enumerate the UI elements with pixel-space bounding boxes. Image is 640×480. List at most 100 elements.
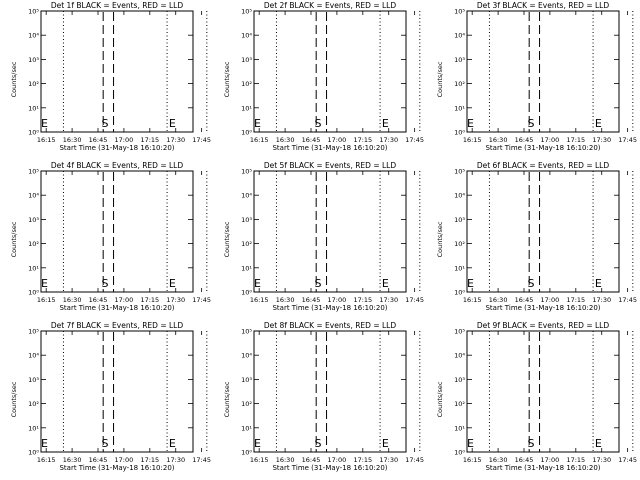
- marker-e: E: [169, 277, 176, 290]
- x-tick-label: 16:45: [89, 456, 108, 464]
- y-tick-label: 10⁰: [454, 449, 465, 457]
- detector-panel-5: Det 5f BLACK = Events, RED = LLD 16:15 16:…: [223, 161, 424, 312]
- y-tick-label: 10³: [454, 56, 465, 64]
- x-tick-label: 17:00: [115, 296, 134, 304]
- plot-frame: [253, 170, 407, 293]
- x-tick-label: 17:45: [405, 136, 424, 144]
- detector-panel-1: Det 1f BLACK = Events, RED = LLD 16:15 16:…: [10, 1, 211, 152]
- x-tick-label: 17:15: [353, 456, 372, 464]
- marker-s: S: [314, 117, 321, 130]
- y-tick-label: 10²: [241, 240, 252, 248]
- y-tick-label: 10³: [241, 56, 252, 64]
- marker-e: E: [595, 117, 602, 130]
- x-tick-label: 16:45: [515, 456, 534, 464]
- x-axis-label: Start Time (31-May-18 16:10:20): [272, 304, 387, 312]
- y-axis-label: Counts/sec: [10, 381, 18, 417]
- x-tick-label: 17:00: [541, 456, 560, 464]
- x-axis-label: Start Time (31-May-18 16:10:20): [272, 144, 387, 152]
- x-tick-label: 17:15: [566, 136, 585, 144]
- marker-e: E: [595, 277, 602, 290]
- marker-e: E: [41, 437, 48, 450]
- detector-panel-3: Det 3f BLACK = Events, RED = LLD 16:15 16:…: [436, 1, 637, 152]
- y-axis-label: Counts/sec: [223, 221, 231, 257]
- x-tick-label: 16:45: [302, 136, 321, 144]
- marker-s: S: [101, 117, 108, 130]
- x-tick-label: 17:30: [592, 456, 611, 464]
- y-tick-label: 10²: [28, 400, 39, 408]
- x-tick-label: 17:30: [592, 136, 611, 144]
- x-tick-label: 16:45: [89, 296, 108, 304]
- detector-panel-9: Det 9f BLACK = Events, RED = LLD 16:15 16:…: [436, 321, 637, 472]
- plot-frame: [40, 10, 194, 133]
- y-tick-label: 10¹: [454, 264, 465, 272]
- panel-title: Det 5f BLACK = Events, RED = LLD: [264, 161, 397, 170]
- x-tick-label: 17:00: [328, 296, 347, 304]
- y-tick-label: 10¹: [241, 424, 252, 432]
- x-tick-label: 16:30: [63, 136, 82, 144]
- marker-e: E: [41, 117, 48, 130]
- y-tick-label: 10⁴: [28, 32, 39, 40]
- y-tick-label: 10⁴: [454, 192, 465, 200]
- x-tick-label: 16:15: [250, 136, 269, 144]
- y-tick-label: 10¹: [454, 104, 465, 112]
- y-tick-label: 10¹: [28, 104, 39, 112]
- y-tick-label: 10⁴: [454, 32, 465, 40]
- y-tick-label: 10²: [241, 400, 252, 408]
- x-axis-label: Start Time (31-May-18 16:10:20): [59, 304, 174, 312]
- panel-title: Det 3f BLACK = Events, RED = LLD: [477, 1, 610, 10]
- x-axis-label: Start Time (31-May-18 16:10:20): [272, 464, 387, 472]
- x-tick-label: 17:30: [166, 296, 185, 304]
- y-tick-label: 10³: [28, 376, 39, 384]
- y-tick-label: 10⁵: [241, 168, 252, 176]
- y-tick-label: 10⁰: [241, 289, 252, 297]
- plot-frame: [40, 170, 194, 293]
- x-tick-label: 16:45: [302, 296, 321, 304]
- x-tick-label: 17:30: [166, 456, 185, 464]
- plot-frame: [466, 170, 620, 293]
- x-tick-label: 17:45: [192, 456, 211, 464]
- x-tick-label: 17:30: [379, 456, 398, 464]
- x-tick-label: 17:15: [140, 136, 159, 144]
- x-tick-label: 17:45: [192, 136, 211, 144]
- x-tick-label: 16:15: [37, 136, 56, 144]
- marker-e: E: [169, 117, 176, 130]
- x-tick-label: 16:30: [63, 296, 82, 304]
- x-tick-label: 17:00: [328, 456, 347, 464]
- detector-panel-4: Det 4f BLACK = Events, RED = LLD 16:15 16:…: [10, 161, 211, 312]
- y-tick-label: 10⁵: [28, 328, 39, 336]
- x-tick-label: 16:30: [489, 136, 508, 144]
- marker-e: E: [169, 437, 176, 450]
- y-tick-label: 10²: [28, 240, 39, 248]
- y-tick-label: 10³: [454, 376, 465, 384]
- x-axis-label: Start Time (31-May-18 16:10:20): [485, 464, 600, 472]
- y-tick-label: 10¹: [454, 424, 465, 432]
- y-tick-label: 10⁰: [28, 449, 39, 457]
- x-tick-label: 17:45: [618, 296, 637, 304]
- y-tick-label: 10⁰: [241, 129, 252, 137]
- y-tick-label: 10³: [241, 376, 252, 384]
- y-tick-label: 10³: [241, 216, 252, 224]
- x-tick-label: 16:15: [463, 456, 482, 464]
- marker-s: S: [527, 117, 534, 130]
- marker-s: S: [101, 277, 108, 290]
- x-tick-label: 17:45: [405, 456, 424, 464]
- x-tick-label: 17:45: [618, 456, 637, 464]
- x-tick-label: 16:15: [250, 296, 269, 304]
- y-tick-label: 10⁰: [241, 449, 252, 457]
- y-axis-label: Counts/sec: [10, 221, 18, 257]
- y-tick-label: 10²: [454, 400, 465, 408]
- x-tick-label: 17:30: [379, 136, 398, 144]
- x-tick-label: 17:45: [192, 296, 211, 304]
- marker-e: E: [595, 437, 602, 450]
- y-tick-label: 10⁴: [241, 352, 252, 360]
- detector-panel-8: Det 8f BLACK = Events, RED = LLD 16:15 16:…: [223, 321, 424, 472]
- x-tick-label: 17:15: [566, 456, 585, 464]
- y-axis-label: Counts/sec: [436, 221, 444, 257]
- x-tick-label: 16:45: [89, 136, 108, 144]
- y-tick-label: 10⁴: [454, 352, 465, 360]
- x-tick-label: 17:30: [592, 296, 611, 304]
- y-tick-label: 10²: [28, 80, 39, 88]
- marker-e: E: [254, 117, 261, 130]
- y-tick-label: 10⁰: [454, 289, 465, 297]
- x-tick-label: 17:15: [140, 456, 159, 464]
